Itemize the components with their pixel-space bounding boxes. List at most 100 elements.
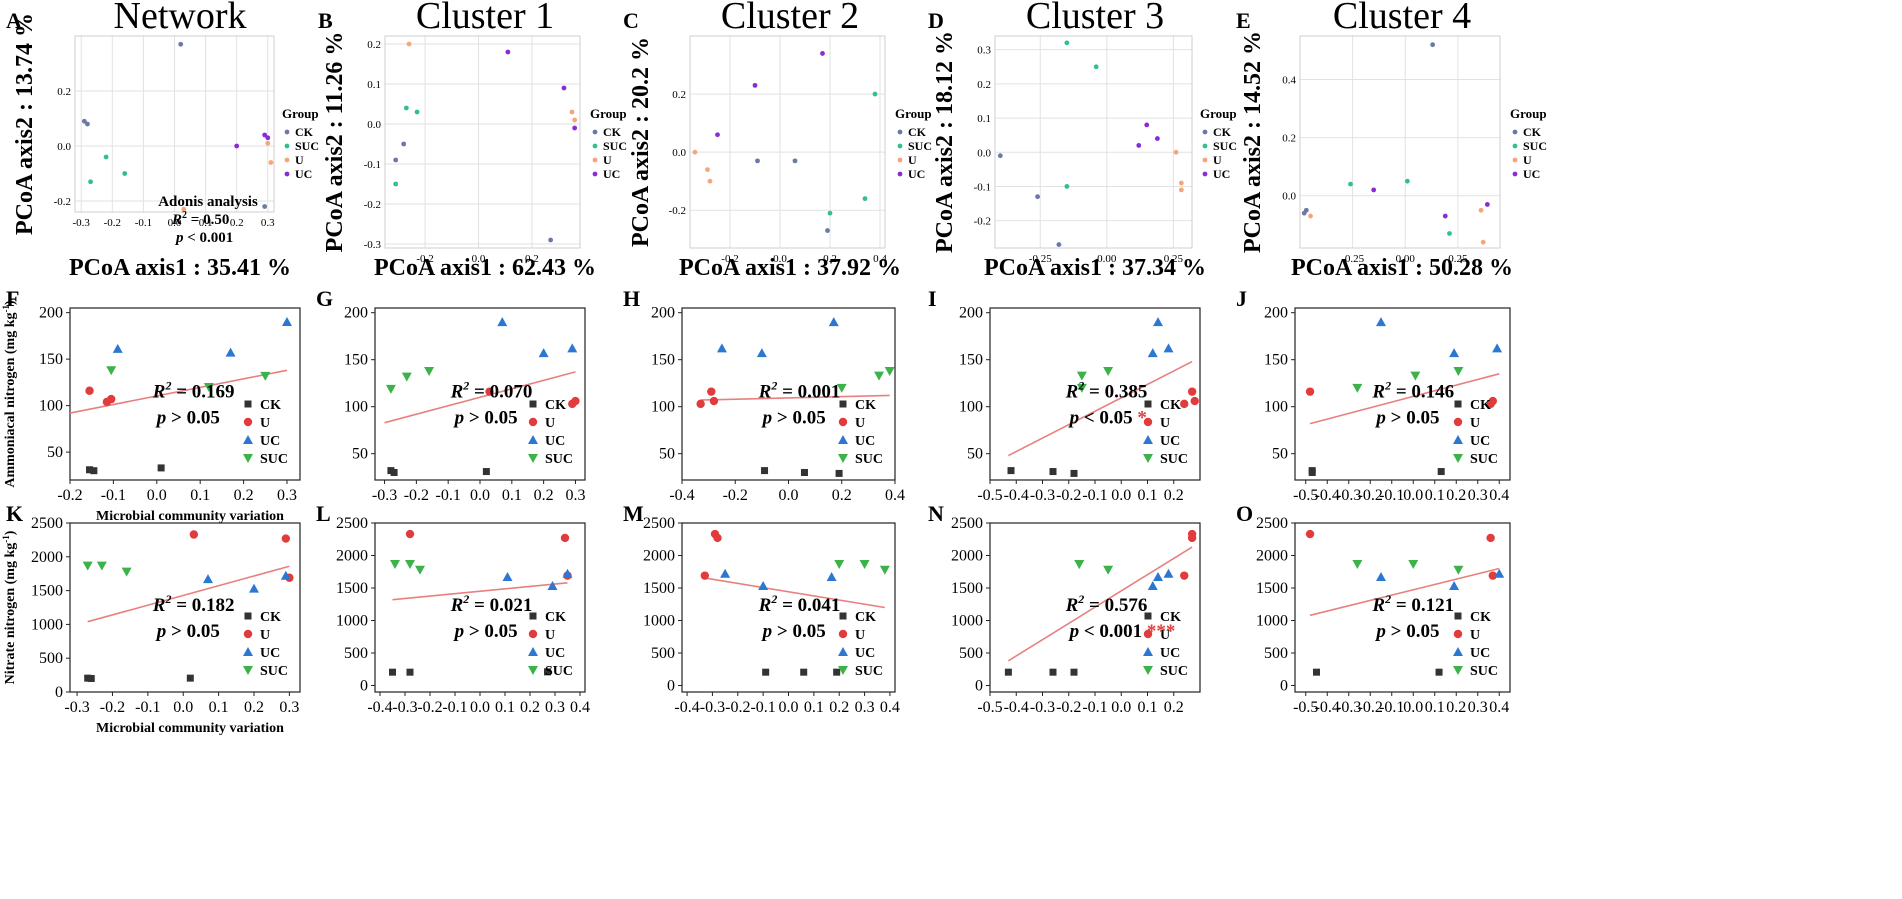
- y-tick-label: 0.1: [367, 79, 381, 91]
- legend-marker-u: [1143, 417, 1153, 427]
- point-suc: [122, 171, 128, 176]
- x-tick-label: 0.2: [230, 217, 244, 229]
- x-tick-label: 0.2: [1164, 699, 1184, 716]
- legend-marker-ck: [244, 612, 252, 620]
- point-suc: [862, 196, 868, 202]
- y-tick-label: 150: [39, 351, 63, 368]
- legend-label: SUC: [908, 139, 932, 153]
- y-tick-label: 0: [667, 678, 675, 695]
- legend-marker-u: [838, 629, 848, 639]
- legend-label: CK: [260, 610, 281, 625]
- legend-label: UC: [260, 646, 280, 661]
- x-axis-title: PCoA axis1 : 35.41 %: [69, 255, 291, 281]
- point-u: [700, 571, 710, 580]
- panel-label: C: [623, 8, 639, 33]
- point-u: [1305, 387, 1315, 396]
- y-tick-label: 0.0: [672, 147, 686, 159]
- panel-label: E: [1236, 8, 1251, 33]
- point-uc: [497, 317, 508, 327]
- x-tick-label: -0.2: [100, 699, 125, 716]
- legend-label: CK: [908, 125, 927, 139]
- x-tick-label: 0.2: [244, 699, 264, 716]
- point-ck: [835, 469, 843, 477]
- point-ck: [393, 157, 399, 163]
- x-tick-label: -0.1: [135, 699, 160, 716]
- plot-frame: [1299, 35, 1501, 249]
- y-tick-label: -0.2: [974, 216, 991, 228]
- point-suc: [1074, 559, 1085, 569]
- adonis-p: p < 0.001: [174, 230, 233, 246]
- regression-panel-j: -0.5-0.4-0.3-0.2-0.10.0 0.1 0.2 0.3 0.4 50 100…: [1236, 286, 1511, 504]
- regression-panel-o: -0.5-0.4-0.3-0.2-0.10.0 0.1 0.2 0.3 0.4 0 500 1…: [1236, 501, 1511, 716]
- point-u: [189, 530, 199, 539]
- x-tick-label: -0.2: [1056, 699, 1081, 716]
- point-suc: [1352, 559, 1363, 569]
- x-tick-label: 0.1: [804, 699, 824, 716]
- x-tick-label: -0.3: [1336, 699, 1361, 716]
- legend-label: U: [260, 416, 270, 431]
- point-u: [1173, 149, 1179, 155]
- point-ck: [1004, 668, 1012, 676]
- point-uc: [820, 51, 825, 56]
- point-u: [696, 399, 705, 409]
- legend-marker-suc: [838, 454, 848, 463]
- point-uc: [720, 568, 731, 578]
- fit-line: [87, 565, 290, 623]
- legend-marker-uc: [592, 171, 598, 177]
- legend-marker-suc: [1143, 666, 1153, 675]
- legend-marker-u: [897, 157, 903, 163]
- x-tick-label: 0.0: [1403, 699, 1423, 716]
- panel-label: H: [623, 286, 640, 311]
- point-uc: [505, 49, 511, 55]
- point-uc: [561, 85, 567, 91]
- legend-marker-suc: [1453, 454, 1463, 463]
- fit-line: [1309, 567, 1500, 617]
- legend-label: U: [295, 153, 304, 167]
- legend-label: UC: [908, 167, 925, 181]
- legend-title: Group: [590, 106, 627, 121]
- legend-marker-uc: [1453, 435, 1463, 444]
- point-uc: [756, 348, 767, 358]
- legend-label: UC: [1470, 646, 1490, 661]
- p-value-text: p > 0.05: [1374, 621, 1439, 642]
- point-suc: [401, 372, 412, 382]
- y-tick-label: 2500: [1256, 515, 1288, 532]
- legend-label: CK: [1213, 125, 1232, 139]
- y-tick-label: 1500: [31, 583, 63, 600]
- legend-label: SUC: [1470, 452, 1498, 467]
- point-u: [1187, 387, 1197, 396]
- point-suc: [88, 179, 93, 185]
- x-tick-label: 0.2: [525, 253, 539, 265]
- x-tick-label: -0.1: [436, 487, 461, 504]
- x-tick-label: -0.3: [73, 217, 91, 229]
- point-ck: [90, 467, 98, 475]
- point-uc: [752, 82, 758, 88]
- x-tick-label: -0.4: [1004, 699, 1029, 716]
- legend-marker-ck: [244, 400, 252, 408]
- fit-line: [1008, 360, 1193, 457]
- y-tick-label: 0.0: [1282, 191, 1296, 203]
- point-ck: [81, 118, 87, 124]
- x-tick-label: 0.4: [1489, 699, 1509, 716]
- x-tick-label: 0.0: [173, 699, 193, 716]
- y-tick-label: 500: [39, 650, 63, 667]
- panel-title: Cluster 2: [721, 0, 859, 37]
- legend-marker-suc: [243, 454, 253, 463]
- point-suc: [1404, 178, 1410, 184]
- point-u: [1180, 399, 1189, 409]
- point-ck: [84, 674, 92, 682]
- x-tick-label: -0.1: [1082, 487, 1107, 504]
- point-suc: [1064, 184, 1070, 189]
- point-suc: [121, 567, 132, 577]
- legend-label: CK: [295, 125, 314, 139]
- point-suc: [1352, 383, 1363, 393]
- r-squared-text: R2 = 0.070: [450, 378, 533, 402]
- point-uc: [1371, 187, 1377, 193]
- y-tick-label: -0.2: [669, 205, 686, 217]
- point-uc: [1154, 136, 1160, 141]
- point-suc: [836, 383, 847, 393]
- p-value-text: p > 0.05: [453, 621, 518, 642]
- point-u: [85, 386, 94, 395]
- point-u: [265, 140, 271, 146]
- y-tick-label: 500: [959, 645, 983, 662]
